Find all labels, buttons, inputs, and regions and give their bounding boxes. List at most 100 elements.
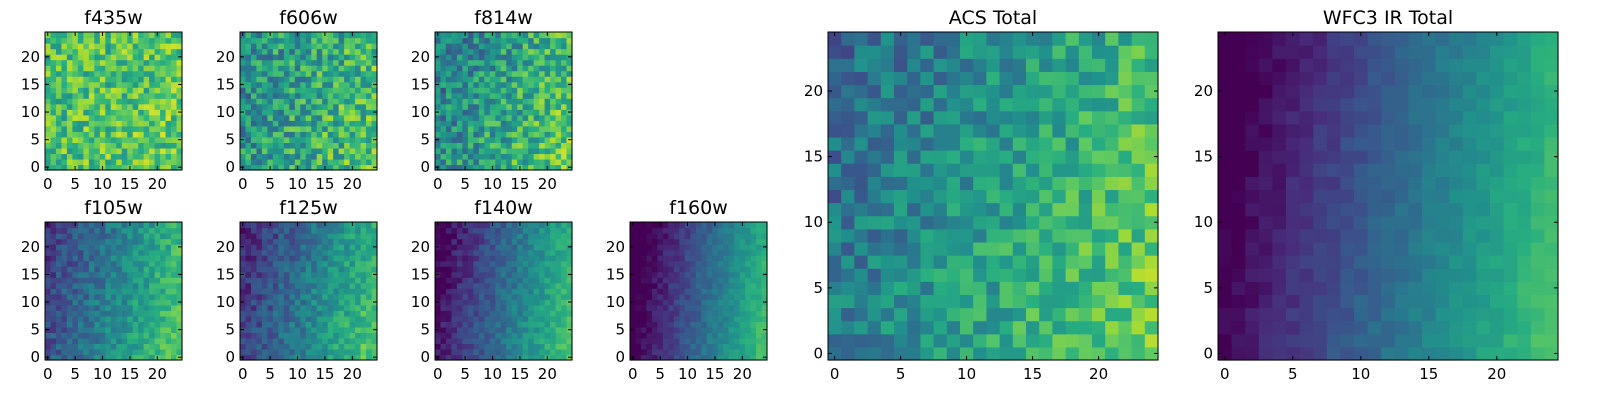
heatmap-cell	[555, 32, 562, 39]
heatmap-cell	[165, 326, 172, 333]
heatmap-cell	[473, 332, 480, 339]
heatmap-cell	[344, 136, 351, 143]
heatmap-cell	[473, 131, 480, 138]
heatmap-cell	[745, 288, 752, 295]
heatmap-cell	[462, 98, 469, 105]
heatmap-cell	[338, 70, 345, 77]
heatmap-cell	[283, 293, 290, 300]
heatmap-cell	[355, 233, 362, 240]
heatmap-cell	[456, 131, 463, 138]
heatmap-cell	[640, 271, 648, 278]
heatmap-cell	[761, 222, 768, 229]
heatmap-cell	[435, 304, 442, 311]
heatmap-cell	[528, 76, 535, 83]
heatmap-cell	[154, 70, 161, 77]
heatmap-cell	[646, 271, 653, 278]
heatmap-cell	[435, 142, 442, 149]
heatmap-cell	[327, 321, 334, 328]
heatmap-cell	[160, 260, 167, 267]
heatmap-cell	[344, 233, 351, 240]
heatmap-cell	[160, 321, 167, 328]
heatmap-cell	[138, 76, 145, 83]
heatmap-cell	[467, 43, 474, 50]
heatmap-cell	[160, 288, 167, 295]
heatmap-cell	[500, 255, 507, 262]
heatmap-cell	[690, 238, 697, 245]
heatmap-cell	[440, 343, 447, 350]
heatmap-cell	[160, 348, 167, 356]
heatmap-cell	[50, 43, 57, 50]
heatmap-cell	[316, 43, 323, 50]
y-tick-label: 15	[21, 265, 40, 283]
heatmap-cell	[72, 277, 79, 284]
heatmap-cell	[283, 164, 290, 171]
heatmap-cell	[484, 131, 491, 138]
heatmap-cell	[489, 310, 496, 317]
heatmap-cell	[171, 260, 178, 267]
heatmap-cell	[171, 277, 178, 284]
heatmap-cell	[635, 277, 642, 284]
heatmap-cell	[528, 337, 535, 345]
heatmap-cell	[960, 307, 974, 322]
heatmap-cell	[371, 87, 378, 94]
heatmap-cell	[105, 120, 112, 127]
heatmap-cell	[734, 233, 741, 240]
heatmap-cell	[484, 120, 491, 127]
heatmap-cell	[456, 136, 463, 143]
heatmap-cell	[110, 271, 117, 278]
y-tick-label: 15	[216, 265, 235, 283]
heatmap-cell	[640, 277, 648, 284]
heatmap-cell	[723, 271, 730, 278]
heatmap-cell	[110, 310, 117, 317]
heatmap-cell	[1144, 268, 1159, 282]
heatmap-cell	[333, 87, 340, 94]
heatmap-cell	[495, 92, 502, 99]
heatmap-cell	[440, 70, 447, 77]
heatmap-cell	[946, 333, 961, 348]
heatmap-cell	[72, 315, 79, 322]
heatmap-cell	[132, 354, 139, 361]
heatmap-cell	[99, 321, 106, 328]
heatmap-cell	[272, 125, 279, 132]
heatmap-cell	[300, 321, 307, 328]
heatmap-cell	[473, 244, 480, 251]
heatmap-cell	[360, 98, 367, 105]
heatmap-cell	[154, 310, 161, 317]
heatmap-cell	[517, 277, 524, 284]
heatmap-cell	[77, 92, 84, 99]
y-tick-label: 0	[30, 158, 40, 176]
heatmap-cell	[240, 233, 247, 240]
heatmap-cells	[240, 32, 378, 171]
heatmap-cell	[143, 222, 150, 229]
heatmap-cell	[440, 125, 447, 132]
heatmap-cell	[127, 158, 134, 166]
heatmap-cell	[456, 337, 463, 345]
heatmap-cell	[539, 321, 546, 328]
heatmap-cell	[451, 59, 458, 66]
heatmap-cell	[45, 310, 52, 317]
heatmap-cell	[517, 304, 524, 311]
heatmap-cell	[544, 109, 551, 116]
heatmap-cell	[734, 255, 741, 262]
heatmap-cell	[880, 281, 895, 295]
heatmap-cell	[511, 222, 518, 229]
heatmap-cell	[462, 233, 469, 240]
heatmap-cell	[88, 233, 95, 240]
heatmap-cell	[132, 131, 139, 138]
heatmap-cell	[245, 125, 252, 132]
heatmap-cell	[344, 321, 351, 328]
heatmap-cell	[517, 244, 524, 251]
heatmap-cell	[289, 76, 296, 83]
heatmap-cell	[50, 136, 57, 143]
heatmap-cell	[478, 76, 485, 83]
heatmap-cell	[484, 54, 491, 61]
heatmap-cell	[828, 294, 842, 309]
heatmap-cell	[495, 98, 502, 105]
heatmap-cell	[511, 332, 518, 339]
heatmap-cell	[973, 333, 987, 348]
heatmap-cell	[528, 227, 535, 234]
heatmap-cell	[473, 32, 480, 39]
heatmap-cell	[467, 142, 474, 149]
heatmap-cell	[690, 282, 697, 289]
